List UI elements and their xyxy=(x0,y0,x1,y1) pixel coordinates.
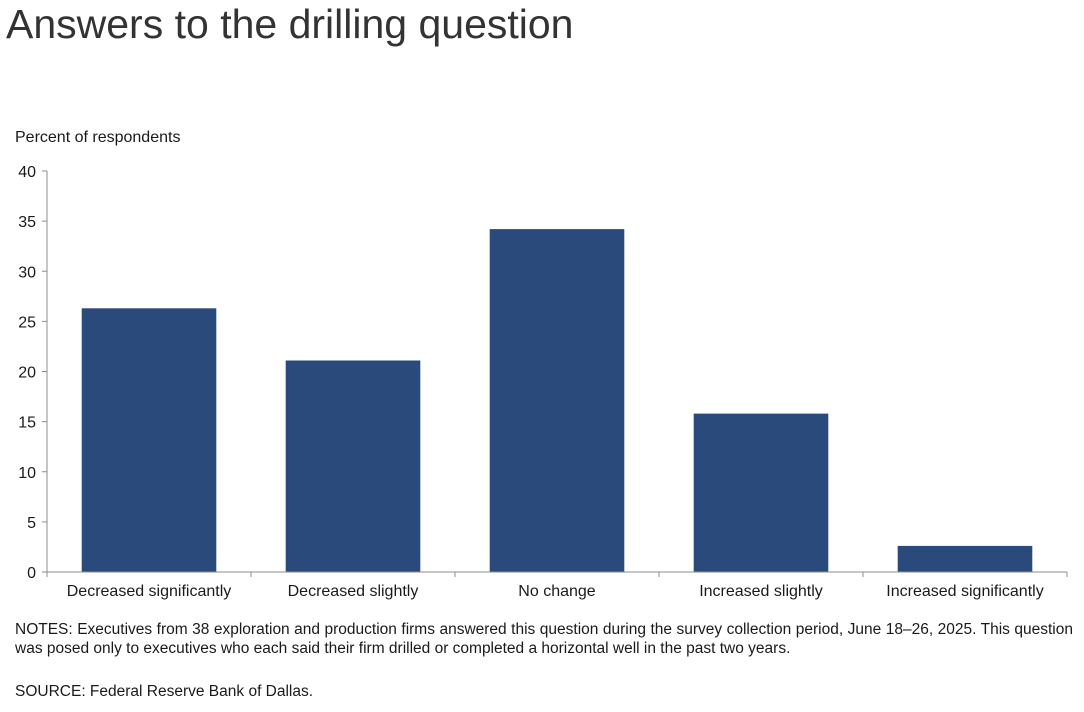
bar xyxy=(897,545,1033,572)
x-tick-label: Increased slightly xyxy=(699,583,823,600)
x-tick-label: Increased significantly xyxy=(886,583,1043,600)
y-tick-label: 40 xyxy=(18,164,36,181)
y-tick-label: 5 xyxy=(27,515,36,532)
y-axis-label: Percent of respondents xyxy=(15,129,181,146)
chart-source: SOURCE: Federal Reserve Bank of Dallas. xyxy=(15,683,314,700)
y-tick-label: 25 xyxy=(18,314,36,331)
y-tick-label: 10 xyxy=(18,465,36,482)
x-tick-label: Decreased slightly xyxy=(288,583,419,600)
y-tick-label: 35 xyxy=(18,214,36,231)
bar xyxy=(693,413,829,572)
x-tick-label: No change xyxy=(518,583,595,600)
x-tick-label: Decreased significantly xyxy=(67,583,232,600)
y-tick-label: 15 xyxy=(18,415,36,432)
y-tick-label: 0 xyxy=(27,565,36,582)
bar xyxy=(81,308,217,572)
y-tick-label: 20 xyxy=(18,365,36,382)
bar xyxy=(489,229,625,572)
chart-title: Answers to the drilling question xyxy=(6,1,574,47)
bar xyxy=(285,360,421,572)
chart-notes: NOTES: Executives from 38 exploration an… xyxy=(15,621,1073,657)
y-tick-label: 30 xyxy=(18,264,36,281)
